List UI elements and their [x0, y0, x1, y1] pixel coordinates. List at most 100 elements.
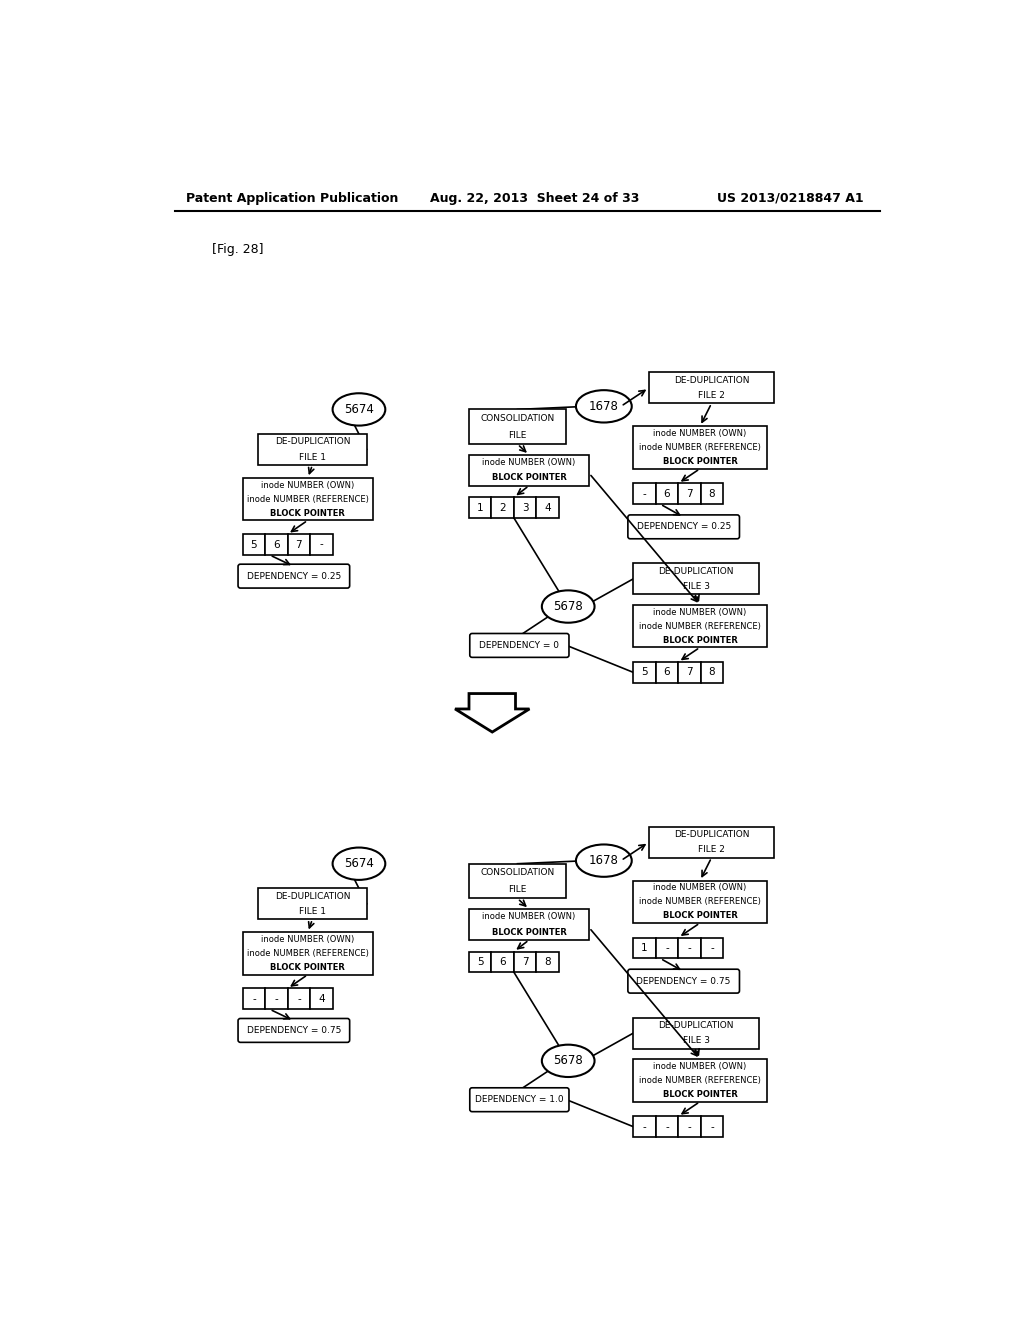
FancyBboxPatch shape [628, 969, 739, 993]
Text: 5674: 5674 [344, 403, 374, 416]
Text: DE-DUPLICATION: DE-DUPLICATION [674, 376, 750, 384]
FancyBboxPatch shape [492, 952, 514, 973]
FancyBboxPatch shape [537, 498, 559, 517]
Text: US 2013/0218847 A1: US 2013/0218847 A1 [717, 191, 863, 205]
Text: inode NUMBER (REFERENCE): inode NUMBER (REFERENCE) [247, 949, 369, 958]
Text: -: - [252, 994, 256, 1003]
FancyBboxPatch shape [469, 863, 566, 899]
Text: inode NUMBER (OWN): inode NUMBER (OWN) [261, 935, 354, 944]
Text: 5678: 5678 [553, 1055, 583, 1068]
FancyBboxPatch shape [514, 952, 537, 973]
FancyBboxPatch shape [633, 937, 655, 958]
Text: DEPENDENCY = 0: DEPENDENCY = 0 [479, 642, 559, 649]
Text: -: - [710, 1122, 714, 1131]
FancyBboxPatch shape [470, 1088, 569, 1111]
Text: DE-DUPLICATION: DE-DUPLICATION [658, 1020, 734, 1030]
Text: DEPENDENCY = 0.25: DEPENDENCY = 0.25 [637, 523, 731, 532]
FancyBboxPatch shape [678, 937, 700, 958]
Text: 6: 6 [664, 668, 671, 677]
FancyBboxPatch shape [243, 989, 265, 1010]
Text: FILE 1: FILE 1 [299, 907, 326, 916]
Text: 1678: 1678 [589, 400, 618, 413]
Text: inode NUMBER (REFERENCE): inode NUMBER (REFERENCE) [639, 444, 761, 451]
Text: -: - [643, 488, 646, 499]
Text: 5: 5 [477, 957, 483, 966]
Text: 7: 7 [686, 488, 693, 499]
Text: 5678: 5678 [553, 601, 583, 612]
FancyBboxPatch shape [655, 937, 678, 958]
FancyBboxPatch shape [655, 1117, 678, 1137]
Text: inode NUMBER (REFERENCE): inode NUMBER (REFERENCE) [639, 1076, 761, 1085]
FancyBboxPatch shape [700, 1117, 723, 1137]
FancyBboxPatch shape [633, 1059, 767, 1102]
FancyBboxPatch shape [265, 989, 288, 1010]
FancyBboxPatch shape [469, 909, 589, 940]
Text: BLOCK POINTER: BLOCK POINTER [270, 964, 345, 972]
Text: 8: 8 [709, 488, 716, 499]
Text: -: - [666, 1122, 669, 1131]
FancyBboxPatch shape [469, 409, 566, 444]
FancyBboxPatch shape [633, 564, 759, 594]
Text: FILE 3: FILE 3 [683, 582, 710, 591]
Text: -: - [297, 994, 301, 1003]
Text: 5674: 5674 [344, 857, 374, 870]
FancyBboxPatch shape [700, 663, 723, 682]
Ellipse shape [575, 391, 632, 422]
FancyBboxPatch shape [288, 535, 310, 554]
Text: 4: 4 [318, 994, 325, 1003]
Text: FILE 2: FILE 2 [698, 845, 725, 854]
FancyBboxPatch shape [633, 605, 767, 647]
Text: inode NUMBER (REFERENCE): inode NUMBER (REFERENCE) [639, 622, 761, 631]
Text: 6: 6 [500, 957, 506, 966]
FancyBboxPatch shape [678, 483, 700, 504]
FancyBboxPatch shape [243, 535, 265, 554]
FancyBboxPatch shape [310, 989, 333, 1010]
FancyBboxPatch shape [633, 1018, 759, 1048]
Text: DE-DUPLICATION: DE-DUPLICATION [274, 437, 350, 446]
Text: 5: 5 [251, 540, 257, 549]
FancyBboxPatch shape [628, 515, 739, 539]
Text: [Fig. 28]: [Fig. 28] [212, 243, 263, 256]
FancyBboxPatch shape [633, 1117, 655, 1137]
FancyBboxPatch shape [258, 888, 367, 919]
FancyBboxPatch shape [633, 426, 767, 469]
Text: 4: 4 [545, 503, 551, 512]
Text: 1: 1 [477, 503, 483, 512]
FancyBboxPatch shape [469, 455, 589, 486]
FancyBboxPatch shape [633, 663, 655, 682]
Text: 7: 7 [296, 540, 302, 549]
FancyBboxPatch shape [655, 483, 678, 504]
Text: CONSOLIDATION: CONSOLIDATION [480, 867, 555, 876]
Text: FILE 2: FILE 2 [698, 391, 725, 400]
FancyBboxPatch shape [469, 952, 492, 973]
Text: DE-DUPLICATION: DE-DUPLICATION [674, 830, 750, 840]
Text: FILE 3: FILE 3 [683, 1036, 710, 1045]
FancyBboxPatch shape [470, 634, 569, 657]
FancyBboxPatch shape [288, 989, 310, 1010]
FancyBboxPatch shape [700, 937, 723, 958]
Text: FILE: FILE [508, 430, 526, 440]
Text: -: - [643, 1122, 646, 1131]
Text: 1678: 1678 [589, 854, 618, 867]
FancyBboxPatch shape [469, 498, 492, 517]
Text: BLOCK POINTER: BLOCK POINTER [663, 911, 737, 920]
Text: inode NUMBER (OWN): inode NUMBER (OWN) [653, 883, 746, 892]
Text: 8: 8 [709, 668, 716, 677]
Text: CONSOLIDATION: CONSOLIDATION [480, 413, 555, 422]
Text: Patent Application Publication: Patent Application Publication [186, 191, 398, 205]
Text: -: - [274, 994, 279, 1003]
FancyBboxPatch shape [678, 1117, 700, 1137]
FancyBboxPatch shape [633, 483, 655, 504]
Ellipse shape [542, 1044, 595, 1077]
Text: 7: 7 [686, 668, 693, 677]
Text: inode NUMBER (OWN): inode NUMBER (OWN) [261, 480, 354, 490]
Text: 1: 1 [641, 942, 648, 953]
Text: inode NUMBER (OWN): inode NUMBER (OWN) [653, 429, 746, 438]
FancyBboxPatch shape [700, 483, 723, 504]
Text: BLOCK POINTER: BLOCK POINTER [492, 928, 566, 937]
Text: 7: 7 [522, 957, 528, 966]
Text: DEPENDENCY = 1.0: DEPENDENCY = 1.0 [475, 1096, 563, 1105]
Text: inode NUMBER (REFERENCE): inode NUMBER (REFERENCE) [639, 898, 761, 907]
Ellipse shape [575, 845, 632, 876]
Text: BLOCK POINTER: BLOCK POINTER [270, 508, 345, 517]
